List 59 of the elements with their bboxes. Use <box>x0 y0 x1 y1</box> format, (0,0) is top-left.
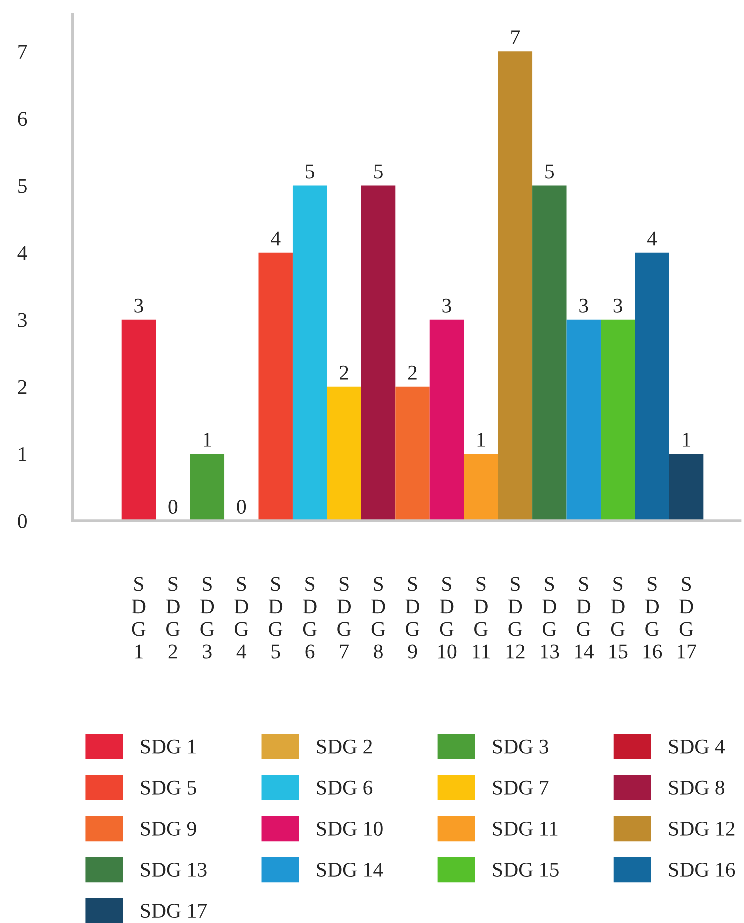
y-tick-label: 3 <box>18 313 27 328</box>
data-label: 5 <box>546 164 554 179</box>
x-tick-label: SDG 16 <box>644 577 662 659</box>
legend-label: SDG 15 <box>493 862 559 877</box>
data-label: 3 <box>442 298 452 313</box>
x-tick-label: SDG 11 <box>473 577 490 659</box>
y-tick-label: 6 <box>18 112 28 126</box>
legend-label: SDG 5 <box>141 780 196 795</box>
legend-label: SDG 6 <box>317 780 373 795</box>
legend-label: SDG 9 <box>141 822 196 836</box>
data-label: 0 <box>168 500 178 514</box>
x-tick-label: SDG 12 <box>506 577 525 659</box>
legend-label: SDG 3 <box>493 740 548 754</box>
x-tick-label: SDG 3 <box>200 577 214 659</box>
legend-label: SDG 4 <box>669 740 726 754</box>
legend-label: SDG 11 <box>493 822 558 836</box>
x-tick-label: SDG 13 <box>541 577 560 659</box>
y-tick-label: 0 <box>18 514 27 528</box>
x-tick-label: SDG 8 <box>372 577 386 659</box>
x-tick-label: SDG 14 <box>575 577 594 659</box>
legend-label: SDG 10 <box>317 822 383 836</box>
data-label: 1 <box>478 433 486 447</box>
x-tick-label: SDG 17 <box>678 577 696 659</box>
y-tick-label: 4 <box>18 246 28 260</box>
data-label: 0 <box>237 500 246 514</box>
data-label: 2 <box>408 366 417 380</box>
data-label: 3 <box>580 298 588 313</box>
legend-label: SDG 12 <box>669 822 735 836</box>
data-label: 5 <box>306 164 314 179</box>
y-tick-label: 1 <box>19 447 27 462</box>
legend-label: SDG 8 <box>669 780 725 795</box>
data-label: 3 <box>614 298 622 313</box>
legend-label: SDG 1 <box>141 740 196 754</box>
legend-label: SDG 16 <box>669 862 736 877</box>
data-label: 1 <box>204 433 212 447</box>
legend-label: SDG 2 <box>317 740 372 754</box>
legend-label: SDG 7 <box>493 780 549 795</box>
x-tick-label: SDG 9 <box>406 577 420 659</box>
data-label: 4 <box>271 232 281 246</box>
x-tick-label: SDG 15 <box>610 577 628 659</box>
x-tick-label: SDG 4 <box>234 577 249 659</box>
data-label: 5 <box>374 164 383 179</box>
legend-label: SDG 13 <box>141 862 207 877</box>
data-label: 7 <box>512 30 520 44</box>
legend-label: SDG 14 <box>317 862 384 877</box>
x-tick-label: SDG 5 <box>268 577 283 659</box>
x-tick-label: SDG 10 <box>438 577 457 659</box>
data-label: 3 <box>134 298 144 313</box>
y-tick-label: 2 <box>18 380 27 394</box>
y-tick-label: 7 <box>18 45 28 59</box>
x-tick-label: SDG 6 <box>303 577 317 659</box>
legend-label: SDG 17 <box>141 904 207 918</box>
data-label: 4 <box>648 232 658 246</box>
x-tick-label: SDG 7 <box>337 577 352 659</box>
x-tick-label: SDG 2 <box>166 577 180 659</box>
x-tick-label: SDG 1 <box>132 577 146 659</box>
data-label: 1 <box>683 433 691 447</box>
y-tick-label: 5 <box>18 179 27 194</box>
data-label: 2 <box>340 366 348 380</box>
